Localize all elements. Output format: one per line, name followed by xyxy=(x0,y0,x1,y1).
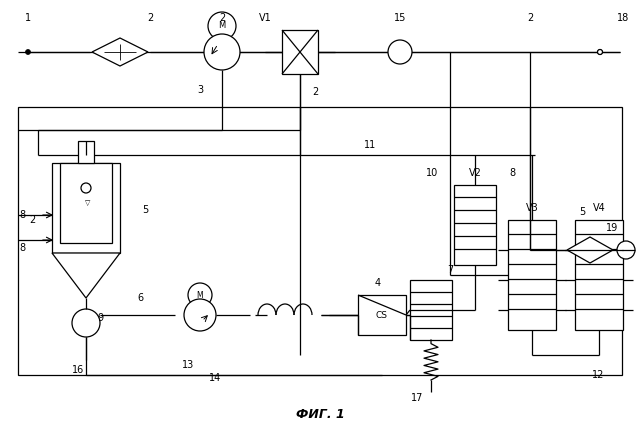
Bar xyxy=(358,295,406,335)
Text: V2: V2 xyxy=(468,168,481,178)
Circle shape xyxy=(598,49,602,55)
Circle shape xyxy=(388,40,412,64)
Text: 2: 2 xyxy=(527,13,533,23)
Text: 6: 6 xyxy=(137,293,143,303)
Text: 2: 2 xyxy=(29,215,35,225)
Bar xyxy=(52,163,120,253)
Text: 16: 16 xyxy=(72,365,84,375)
Circle shape xyxy=(72,309,100,337)
Circle shape xyxy=(26,49,31,55)
Polygon shape xyxy=(567,237,613,263)
Polygon shape xyxy=(92,38,148,66)
Text: 1: 1 xyxy=(25,13,31,23)
Circle shape xyxy=(184,299,216,331)
Text: 5: 5 xyxy=(142,205,148,215)
Text: 18: 18 xyxy=(617,13,629,23)
Text: V4: V4 xyxy=(593,203,605,213)
Text: 2: 2 xyxy=(219,13,225,23)
Text: V1: V1 xyxy=(259,13,271,23)
Text: 3: 3 xyxy=(197,85,203,95)
Text: ФИГ. 1: ФИГ. 1 xyxy=(296,408,344,421)
Bar xyxy=(508,220,556,330)
Text: 8: 8 xyxy=(19,243,25,253)
Circle shape xyxy=(598,49,602,55)
Bar xyxy=(18,107,622,375)
Circle shape xyxy=(188,283,212,307)
Bar xyxy=(410,280,452,340)
Text: M: M xyxy=(196,291,204,300)
Text: 8: 8 xyxy=(509,168,515,178)
Bar xyxy=(282,30,318,74)
Text: ▽: ▽ xyxy=(85,200,91,206)
Text: 2: 2 xyxy=(147,13,153,23)
Text: 7: 7 xyxy=(447,265,453,275)
Text: 2: 2 xyxy=(312,87,318,97)
Text: 9: 9 xyxy=(97,313,103,323)
Text: 10: 10 xyxy=(426,168,438,178)
Text: 5: 5 xyxy=(579,207,585,217)
Bar xyxy=(454,185,496,265)
Bar xyxy=(78,141,94,163)
Text: 8: 8 xyxy=(19,210,25,220)
Text: V3: V3 xyxy=(525,203,538,213)
Circle shape xyxy=(81,183,91,193)
Text: 14: 14 xyxy=(209,373,221,383)
Bar xyxy=(60,163,112,243)
Text: 17: 17 xyxy=(411,393,423,403)
Circle shape xyxy=(208,12,236,40)
Text: CS: CS xyxy=(376,310,388,320)
Text: 11: 11 xyxy=(364,140,376,150)
Text: 13: 13 xyxy=(182,360,194,370)
Polygon shape xyxy=(52,253,120,298)
Text: 12: 12 xyxy=(592,370,604,380)
Circle shape xyxy=(617,241,635,259)
Circle shape xyxy=(204,34,240,70)
Text: 4: 4 xyxy=(375,278,381,288)
Text: M: M xyxy=(218,22,226,30)
Text: 19: 19 xyxy=(606,223,618,233)
Bar xyxy=(575,220,623,330)
Text: 15: 15 xyxy=(394,13,406,23)
